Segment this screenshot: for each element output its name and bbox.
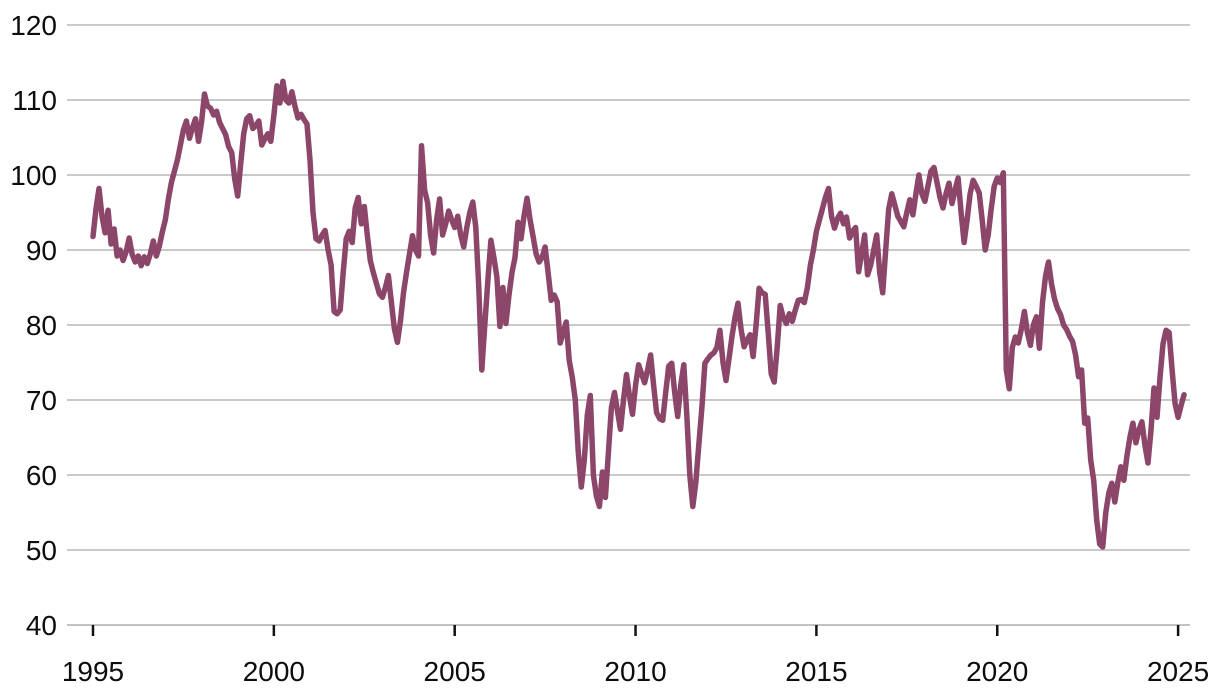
x-tick-label: 2005 (424, 656, 486, 687)
y-tick-label: 80 (26, 310, 57, 341)
x-tick-label: 2015 (785, 656, 847, 687)
y-tick-label: 60 (26, 460, 57, 491)
x-axis (67, 624, 1190, 636)
x-axis-labels: 1995 2000 2005 2010 2015 2020 2025 (62, 656, 1209, 687)
x-tick-label: 2020 (966, 656, 1028, 687)
y-tick-label: 90 (26, 235, 57, 266)
x-tick-label: 2000 (243, 656, 305, 687)
x-tick-label: 1995 (62, 656, 124, 687)
series-line (90, 78, 1187, 550)
y-tick-label: 40 (26, 610, 57, 641)
x-tick-label: 2025 (1147, 656, 1209, 687)
y-axis-labels: 40 50 60 70 80 90 100 110 120 (10, 10, 57, 641)
data-series (90, 78, 1187, 550)
y-tick-label: 70 (26, 385, 57, 416)
y-tick-label: 120 (10, 10, 57, 41)
y-tick-label: 110 (12, 85, 57, 116)
x-tick-label: 2010 (604, 656, 666, 687)
y-tick-label: 100 (10, 160, 57, 191)
gridlines (67, 24, 1190, 551)
y-tick-label: 50 (26, 535, 57, 566)
